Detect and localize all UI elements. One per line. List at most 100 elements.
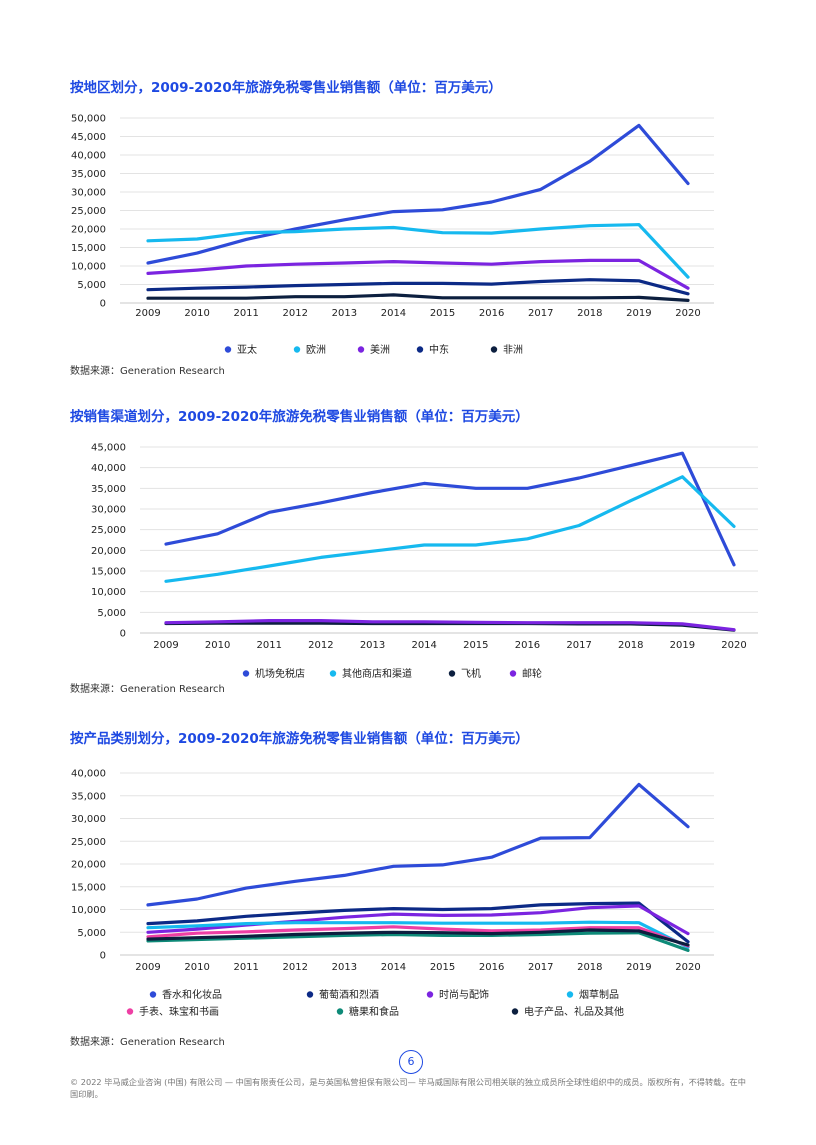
chart-3-product: 0 5,000 10,000 15,000 20,000 25,000 30,000 35,0… bbox=[71, 769, 714, 1018]
chart-2-channel: 0 5,000 10,000 15,000 20,000 25,000 30,000 35,0… bbox=[91, 443, 758, 680]
legend-label: 机场免税店 bbox=[255, 667, 305, 680]
y-tick-label: 45,000 bbox=[71, 132, 106, 143]
x-tick-label: 2018 bbox=[577, 962, 602, 973]
page-number: 6 bbox=[399, 1050, 423, 1074]
legend-marker bbox=[149, 991, 157, 998]
x-tick-label: 2011 bbox=[257, 640, 282, 651]
y-tick-label: 10,000 bbox=[71, 262, 106, 273]
footer-legal: © 2022 毕马威企业咨询 (中国) 有限公司 — 中国有限责任公司，是与英国… bbox=[70, 1077, 746, 1099]
legend-marker bbox=[293, 346, 301, 353]
x-tick-label: 2013 bbox=[360, 640, 385, 651]
series-line bbox=[146, 258, 690, 290]
y-tick-label: 20,000 bbox=[71, 225, 106, 236]
y-tick-label: 25,000 bbox=[71, 206, 106, 217]
x-tick-label: 2014 bbox=[411, 640, 436, 651]
y-tick-label: 0 bbox=[100, 951, 106, 962]
legend-marker bbox=[509, 670, 517, 677]
x-tick-label: 2019 bbox=[670, 640, 695, 651]
legend-marker bbox=[511, 1008, 519, 1015]
y-tick-label: 40,000 bbox=[71, 769, 106, 780]
y-tick-label: 0 bbox=[120, 629, 126, 640]
y-tick-label: 0 bbox=[100, 299, 106, 310]
legend-label: 中东 bbox=[429, 343, 449, 356]
x-tick-label: 2020 bbox=[675, 308, 700, 319]
x-tick-label: 2016 bbox=[479, 962, 504, 973]
series-line bbox=[164, 619, 736, 632]
y-tick-label: 35,000 bbox=[91, 484, 126, 495]
series-line bbox=[146, 925, 690, 948]
x-tick-label: 2010 bbox=[184, 962, 209, 973]
chart-1-title: 按地区划分，2009-2020年旅游免税零售业销售额（单位：百万美元） bbox=[70, 80, 502, 96]
series-line bbox=[146, 928, 690, 947]
x-tick-label: 2016 bbox=[515, 640, 540, 651]
legend-marker bbox=[448, 670, 456, 677]
x-tick-label: 2014 bbox=[381, 308, 406, 319]
y-tick-label: 40,000 bbox=[91, 463, 126, 474]
y-tick-label: 50,000 bbox=[71, 114, 106, 125]
series-line bbox=[164, 475, 736, 583]
legend-marker bbox=[426, 991, 434, 998]
chart-2-title: 按销售渠道划分，2009-2020年旅游免税零售业销售额（单位：百万美元） bbox=[70, 409, 529, 425]
legend-label: 其他商店和渠道 bbox=[342, 667, 412, 680]
x-tick-label: 2010 bbox=[184, 308, 209, 319]
legend-marker bbox=[490, 346, 498, 353]
x-tick-label: 2010 bbox=[205, 640, 230, 651]
y-tick-label: 35,000 bbox=[71, 791, 106, 802]
y-tick-label: 10,000 bbox=[71, 905, 106, 916]
legend-label: 欧洲 bbox=[306, 344, 326, 356]
y-tick-label: 5,000 bbox=[97, 608, 126, 619]
legend-marker bbox=[306, 991, 314, 998]
x-tick-label: 2018 bbox=[618, 640, 643, 651]
y-tick-label: 45,000 bbox=[91, 443, 126, 454]
legend-label: 葡萄酒和烈酒 bbox=[319, 988, 379, 1001]
x-tick-label: 2011 bbox=[233, 962, 258, 973]
legend-label: 亚太 bbox=[237, 343, 257, 356]
x-tick-label: 2014 bbox=[381, 962, 406, 973]
legend-label: 美洲 bbox=[370, 343, 390, 356]
y-tick-label: 5,000 bbox=[77, 280, 106, 291]
legend-label: 电子产品、礼品及其他 bbox=[524, 1005, 624, 1018]
legend-marker bbox=[242, 670, 250, 677]
legend-label: 香水和化妆品 bbox=[162, 988, 222, 1001]
y-tick-label: 20,000 bbox=[71, 860, 106, 871]
chart-3-source: 数据来源：Generation Research bbox=[70, 1037, 225, 1048]
series-line bbox=[146, 920, 690, 949]
x-tick-label: 2020 bbox=[675, 962, 700, 973]
series-line bbox=[146, 222, 690, 279]
y-tick-label: 30,000 bbox=[71, 814, 106, 825]
series-line bbox=[146, 904, 690, 936]
y-tick-label: 10,000 bbox=[91, 587, 126, 598]
y-tick-label: 35,000 bbox=[71, 169, 106, 180]
x-tick-label: 2016 bbox=[479, 308, 504, 319]
chart-1-source: 数据来源：Generation Research bbox=[70, 366, 225, 377]
legend-marker bbox=[566, 991, 574, 998]
x-tick-label: 2013 bbox=[332, 308, 357, 319]
x-tick-label: 2011 bbox=[233, 308, 258, 319]
x-tick-label: 2015 bbox=[463, 640, 488, 651]
y-tick-label: 5,000 bbox=[77, 928, 106, 939]
y-tick-label: 25,000 bbox=[91, 525, 126, 536]
chart-3-title: 按产品类别划分，2009-2020年旅游免税零售业销售额（单位：百万美元） bbox=[70, 731, 529, 747]
x-tick-label: 2009 bbox=[153, 640, 178, 651]
x-tick-label: 2017 bbox=[566, 640, 591, 651]
series-line bbox=[146, 931, 690, 952]
legend-label: 糖果和食品 bbox=[349, 1005, 399, 1018]
x-tick-label: 2020 bbox=[721, 640, 746, 651]
series-line bbox=[164, 451, 736, 567]
series-line bbox=[146, 782, 690, 907]
legend-marker bbox=[357, 346, 365, 353]
y-tick-label: 40,000 bbox=[71, 151, 106, 162]
x-tick-label: 2017 bbox=[528, 962, 553, 973]
series-line bbox=[146, 293, 690, 302]
chart-1-region: 0 5,000 10,000 15,000 20,000 25,000 30,000 35,0… bbox=[71, 114, 714, 356]
x-tick-label: 2015 bbox=[430, 962, 455, 973]
series-line bbox=[146, 901, 690, 944]
chart-2-source: 数据来源：Generation Research bbox=[70, 684, 225, 695]
x-tick-label: 2019 bbox=[626, 962, 651, 973]
x-tick-label: 2013 bbox=[332, 962, 357, 973]
y-tick-label: 15,000 bbox=[91, 567, 126, 578]
legend-marker bbox=[126, 1008, 134, 1015]
x-tick-label: 2012 bbox=[283, 308, 308, 319]
y-tick-label: 25,000 bbox=[71, 837, 106, 848]
legend-marker bbox=[329, 670, 337, 677]
